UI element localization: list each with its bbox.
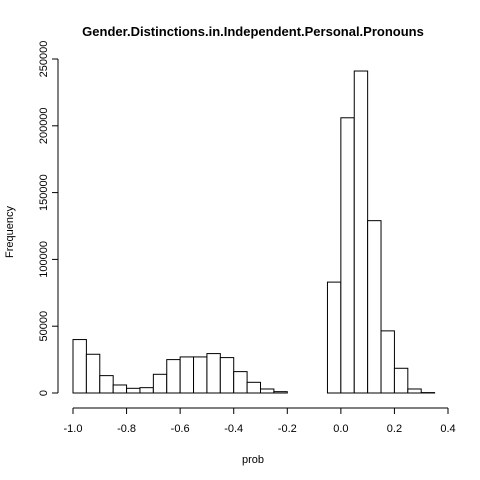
- histogram-bar: [85, 353, 101, 394]
- y-tick-label: 100000: [38, 241, 50, 278]
- y-tick-label: 50000: [38, 311, 50, 342]
- y-tick-label: 250000: [38, 41, 50, 78]
- bars-group: [72, 70, 436, 394]
- y-axis: 0 50000 100000 150000 200000 250000: [38, 41, 59, 396]
- histogram-bar: [193, 356, 208, 394]
- x-axis-label: prob: [242, 454, 264, 466]
- y-tick-label: 0: [38, 390, 50, 396]
- histogram-bar: [367, 220, 382, 394]
- histogram-bar: [380, 330, 395, 394]
- x-axis: -1.0 -0.8 -0.6 -0.4 -0.2 0.0 0.2 0.4: [64, 407, 456, 435]
- histogram-bar: [206, 353, 221, 394]
- histogram-bar: [273, 391, 288, 394]
- histogram-bar: [246, 381, 262, 394]
- histogram-bar: [126, 387, 141, 394]
- histogram-bar: [393, 367, 409, 394]
- histogram-bar: [219, 357, 235, 394]
- histogram-bar: [72, 339, 87, 394]
- histogram-bar: [99, 375, 114, 394]
- y-tick-label: 150000: [38, 174, 50, 211]
- x-tick-label: -0.8: [117, 423, 136, 435]
- histogram-bar: [152, 373, 168, 394]
- histogram-bar: [112, 384, 128, 394]
- histogram-bar: [407, 388, 422, 394]
- histogram-bar: [166, 359, 181, 394]
- x-tick-label: -0.2: [278, 423, 297, 435]
- chart-title: Gender.Distinctions.in.Independent.Perso…: [82, 24, 424, 39]
- histogram-bar: [179, 356, 195, 394]
- histogram-bar: [260, 388, 275, 394]
- histogram-bar: [353, 70, 369, 394]
- x-tick-label: -0.6: [171, 423, 190, 435]
- histogram-bar: [340, 117, 355, 394]
- x-tick-label: 0.4: [440, 423, 455, 435]
- x-tick-label: 0.0: [333, 423, 348, 435]
- x-tick-label: -1.0: [64, 423, 83, 435]
- histogram-bar: [139, 387, 154, 394]
- x-tick-label: 0.2: [387, 423, 402, 435]
- histogram-bar: [326, 281, 342, 394]
- x-tick-label: -0.4: [224, 423, 243, 435]
- y-axis-label: Frequency: [4, 206, 16, 258]
- y-tick-label: 200000: [38, 107, 50, 144]
- histogram-bar: [233, 371, 248, 394]
